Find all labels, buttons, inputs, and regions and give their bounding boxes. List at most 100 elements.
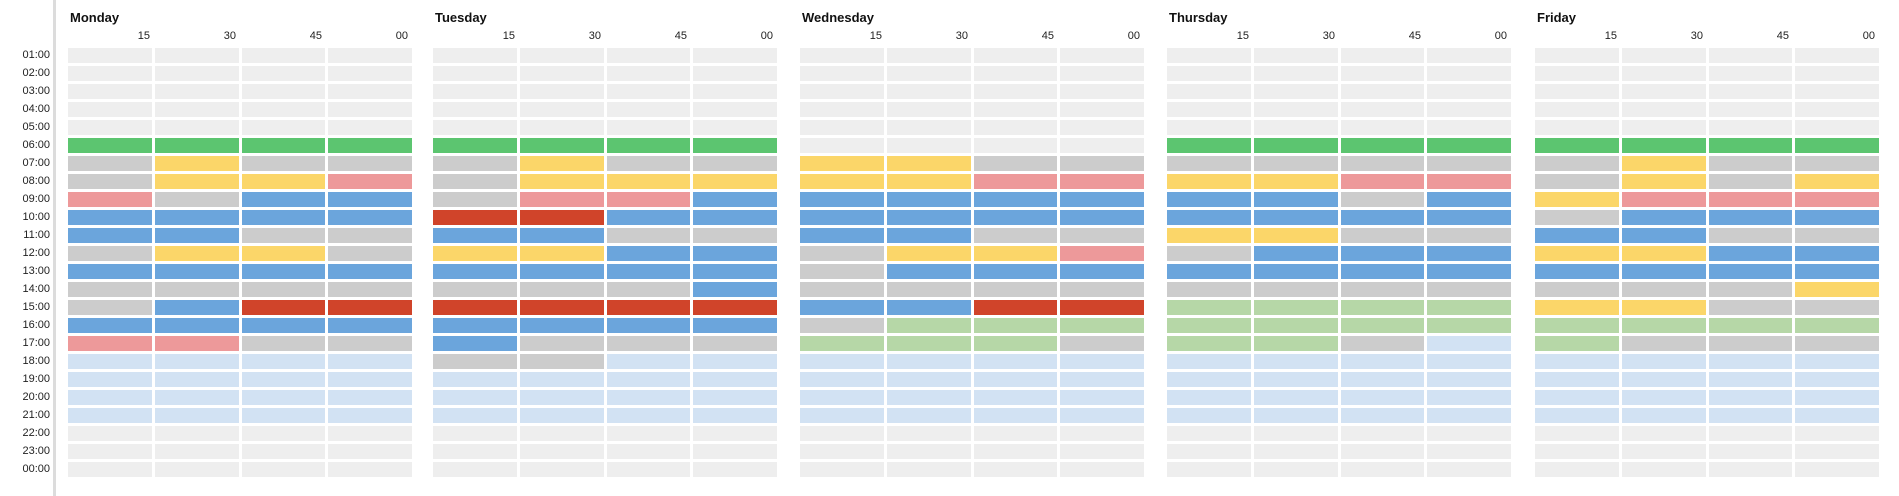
time-slot-cell[interactable] (241, 282, 326, 297)
time-slot-cell[interactable] (1621, 318, 1706, 333)
time-slot-cell[interactable] (241, 336, 326, 351)
time-slot-cell[interactable] (433, 246, 517, 261)
time-slot-cell[interactable] (1060, 48, 1144, 63)
time-slot-cell[interactable] (328, 444, 412, 459)
time-slot-cell[interactable] (1535, 156, 1619, 171)
time-slot-cell[interactable] (973, 120, 1058, 135)
time-slot-cell[interactable] (606, 84, 691, 99)
time-slot-cell[interactable] (606, 138, 691, 153)
time-slot-cell[interactable] (1708, 354, 1793, 369)
time-slot-cell[interactable] (1621, 228, 1706, 243)
time-slot-cell[interactable] (606, 336, 691, 351)
time-slot-cell[interactable] (68, 282, 152, 297)
time-slot-cell[interactable] (1621, 462, 1706, 477)
time-slot-cell[interactable] (68, 246, 152, 261)
time-slot-cell[interactable] (1167, 138, 1251, 153)
time-slot-cell[interactable] (241, 408, 326, 423)
time-slot-cell[interactable] (1621, 84, 1706, 99)
time-slot-cell[interactable] (1253, 192, 1338, 207)
time-slot-cell[interactable] (1427, 120, 1511, 135)
time-slot-cell[interactable] (606, 462, 691, 477)
time-slot-cell[interactable] (800, 246, 884, 261)
time-slot-cell[interactable] (1340, 390, 1425, 405)
time-slot-cell[interactable] (241, 48, 326, 63)
time-slot-cell[interactable] (973, 354, 1058, 369)
time-slot-cell[interactable] (1060, 120, 1144, 135)
time-slot-cell[interactable] (1795, 84, 1879, 99)
time-slot-cell[interactable] (328, 102, 412, 117)
time-slot-cell[interactable] (886, 66, 971, 81)
time-slot-cell[interactable] (1167, 228, 1251, 243)
time-slot-cell[interactable] (154, 318, 239, 333)
time-slot-cell[interactable] (1621, 192, 1706, 207)
time-slot-cell[interactable] (68, 156, 152, 171)
time-slot-cell[interactable] (433, 120, 517, 135)
time-slot-cell[interactable] (693, 408, 777, 423)
time-slot-cell[interactable] (519, 210, 604, 225)
time-slot-cell[interactable] (433, 462, 517, 477)
time-slot-cell[interactable] (886, 318, 971, 333)
time-slot-cell[interactable] (1795, 228, 1879, 243)
time-slot-cell[interactable] (1167, 66, 1251, 81)
time-slot-cell[interactable] (1621, 156, 1706, 171)
time-slot-cell[interactable] (1060, 66, 1144, 81)
time-slot-cell[interactable] (68, 102, 152, 117)
time-slot-cell[interactable] (1795, 138, 1879, 153)
time-slot-cell[interactable] (1060, 138, 1144, 153)
time-slot-cell[interactable] (693, 174, 777, 189)
time-slot-cell[interactable] (68, 336, 152, 351)
time-slot-cell[interactable] (1340, 174, 1425, 189)
time-slot-cell[interactable] (519, 84, 604, 99)
time-slot-cell[interactable] (433, 336, 517, 351)
time-slot-cell[interactable] (154, 462, 239, 477)
time-slot-cell[interactable] (1535, 138, 1619, 153)
time-slot-cell[interactable] (1060, 192, 1144, 207)
time-slot-cell[interactable] (241, 120, 326, 135)
time-slot-cell[interactable] (1535, 336, 1619, 351)
time-slot-cell[interactable] (1060, 336, 1144, 351)
time-slot-cell[interactable] (241, 192, 326, 207)
time-slot-cell[interactable] (519, 246, 604, 261)
time-slot-cell[interactable] (154, 300, 239, 315)
time-slot-cell[interactable] (1795, 372, 1879, 387)
time-slot-cell[interactable] (68, 390, 152, 405)
time-slot-cell[interactable] (68, 174, 152, 189)
time-slot-cell[interactable] (973, 300, 1058, 315)
time-slot-cell[interactable] (433, 300, 517, 315)
time-slot-cell[interactable] (1167, 444, 1251, 459)
time-slot-cell[interactable] (519, 282, 604, 297)
time-slot-cell[interactable] (800, 264, 884, 279)
time-slot-cell[interactable] (519, 336, 604, 351)
time-slot-cell[interactable] (1708, 372, 1793, 387)
time-slot-cell[interactable] (1253, 318, 1338, 333)
time-slot-cell[interactable] (1795, 282, 1879, 297)
time-slot-cell[interactable] (693, 390, 777, 405)
time-slot-cell[interactable] (606, 264, 691, 279)
time-slot-cell[interactable] (1535, 372, 1619, 387)
time-slot-cell[interactable] (1060, 372, 1144, 387)
time-slot-cell[interactable] (973, 426, 1058, 441)
time-slot-cell[interactable] (519, 444, 604, 459)
time-slot-cell[interactable] (1795, 462, 1879, 477)
time-slot-cell[interactable] (800, 282, 884, 297)
time-slot-cell[interactable] (241, 426, 326, 441)
time-slot-cell[interactable] (886, 192, 971, 207)
time-slot-cell[interactable] (1795, 444, 1879, 459)
time-slot-cell[interactable] (68, 84, 152, 99)
time-slot-cell[interactable] (519, 408, 604, 423)
time-slot-cell[interactable] (1167, 156, 1251, 171)
time-slot-cell[interactable] (1167, 120, 1251, 135)
time-slot-cell[interactable] (606, 66, 691, 81)
time-slot-cell[interactable] (328, 156, 412, 171)
time-slot-cell[interactable] (1621, 66, 1706, 81)
time-slot-cell[interactable] (433, 282, 517, 297)
time-slot-cell[interactable] (886, 174, 971, 189)
time-slot-cell[interactable] (1795, 318, 1879, 333)
time-slot-cell[interactable] (1427, 426, 1511, 441)
time-slot-cell[interactable] (433, 48, 517, 63)
time-slot-cell[interactable] (693, 228, 777, 243)
time-slot-cell[interactable] (886, 354, 971, 369)
time-slot-cell[interactable] (1795, 210, 1879, 225)
time-slot-cell[interactable] (1167, 84, 1251, 99)
time-slot-cell[interactable] (1708, 300, 1793, 315)
